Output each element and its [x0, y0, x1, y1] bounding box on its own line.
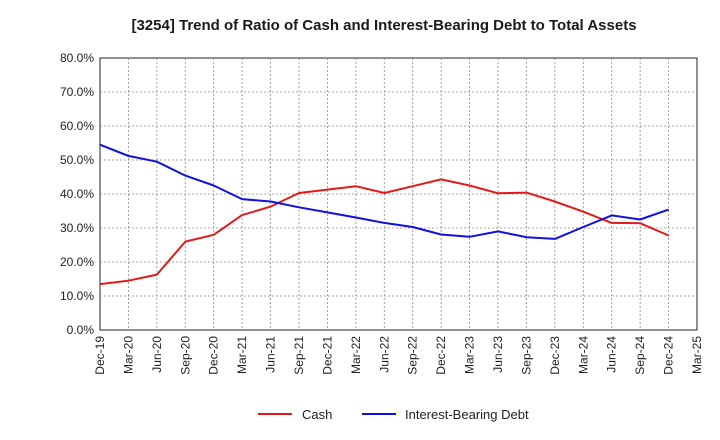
x-tick-label: Mar-25 — [690, 336, 704, 374]
x-tick-label: Dec-22 — [434, 336, 448, 375]
series-line-cash — [99, 178, 669, 286]
y-tick-label: 60.0% — [60, 119, 94, 133]
x-tick-label: Mar-24 — [576, 336, 590, 374]
x-tick-label: Dec-24 — [662, 336, 676, 375]
legend-label-cash: Cash — [302, 407, 332, 422]
x-tick-label: Mar-20 — [121, 336, 135, 374]
x-tick-label: Jun-20 — [150, 336, 164, 373]
x-tick-label: Sep-22 — [406, 336, 420, 375]
x-tick-label: Jun-22 — [377, 336, 391, 373]
x-tick-label: Dec-23 — [548, 336, 562, 375]
x-tick-label: Sep-20 — [178, 336, 192, 375]
legend-label-interest-bearing-debt: Interest-Bearing Debt — [405, 407, 529, 422]
x-tick-label: Dec-20 — [207, 336, 221, 375]
y-tick-label: 20.0% — [60, 255, 94, 269]
x-tick-label: Mar-22 — [349, 336, 363, 374]
legend: Cash Interest-Bearing Debt — [258, 407, 529, 422]
x-tick-label: Mar-23 — [463, 336, 477, 374]
x-tick-label: Jun-21 — [264, 336, 278, 373]
plot-area: 0.0% 10.0% 20.0% 30.0% 40.0% 50.0% 60.0% 70.0% 8… — [60, 51, 704, 375]
x-tick-label: Jun-24 — [605, 336, 619, 373]
x-tick-label: Sep-24 — [633, 336, 647, 375]
chart-title: [3254] Trend of Ratio of Cash and Intere… — [131, 17, 636, 34]
x-axis-ticks: Dec-19 Mar-20 Jun-20 Sep-20 Dec-20 Mar-21 Jun-… — [93, 336, 704, 375]
y-tick-label: 10.0% — [60, 289, 94, 303]
y-tick-label: 80.0% — [60, 51, 94, 65]
x-tick-label: Dec-21 — [320, 336, 334, 375]
y-axis-ticks: 0.0% 10.0% 20.0% 30.0% 40.0% 50.0% 60.0% 70.0% 8… — [60, 51, 94, 337]
y-tick-label: 0.0% — [67, 323, 95, 337]
y-tick-label: 30.0% — [60, 221, 94, 235]
series-line-interest-bearing-debt — [99, 143, 669, 240]
series-lines — [99, 143, 669, 286]
y-tick-label: 50.0% — [60, 153, 94, 167]
x-tick-label: Dec-19 — [93, 336, 107, 375]
x-tick-label: Sep-21 — [292, 336, 306, 375]
x-tick-label: Sep-23 — [519, 336, 533, 375]
x-tick-label: Mar-21 — [235, 336, 249, 374]
y-tick-label: 70.0% — [60, 85, 94, 99]
x-tick-label: Jun-23 — [491, 336, 505, 373]
y-tick-label: 40.0% — [60, 187, 94, 201]
